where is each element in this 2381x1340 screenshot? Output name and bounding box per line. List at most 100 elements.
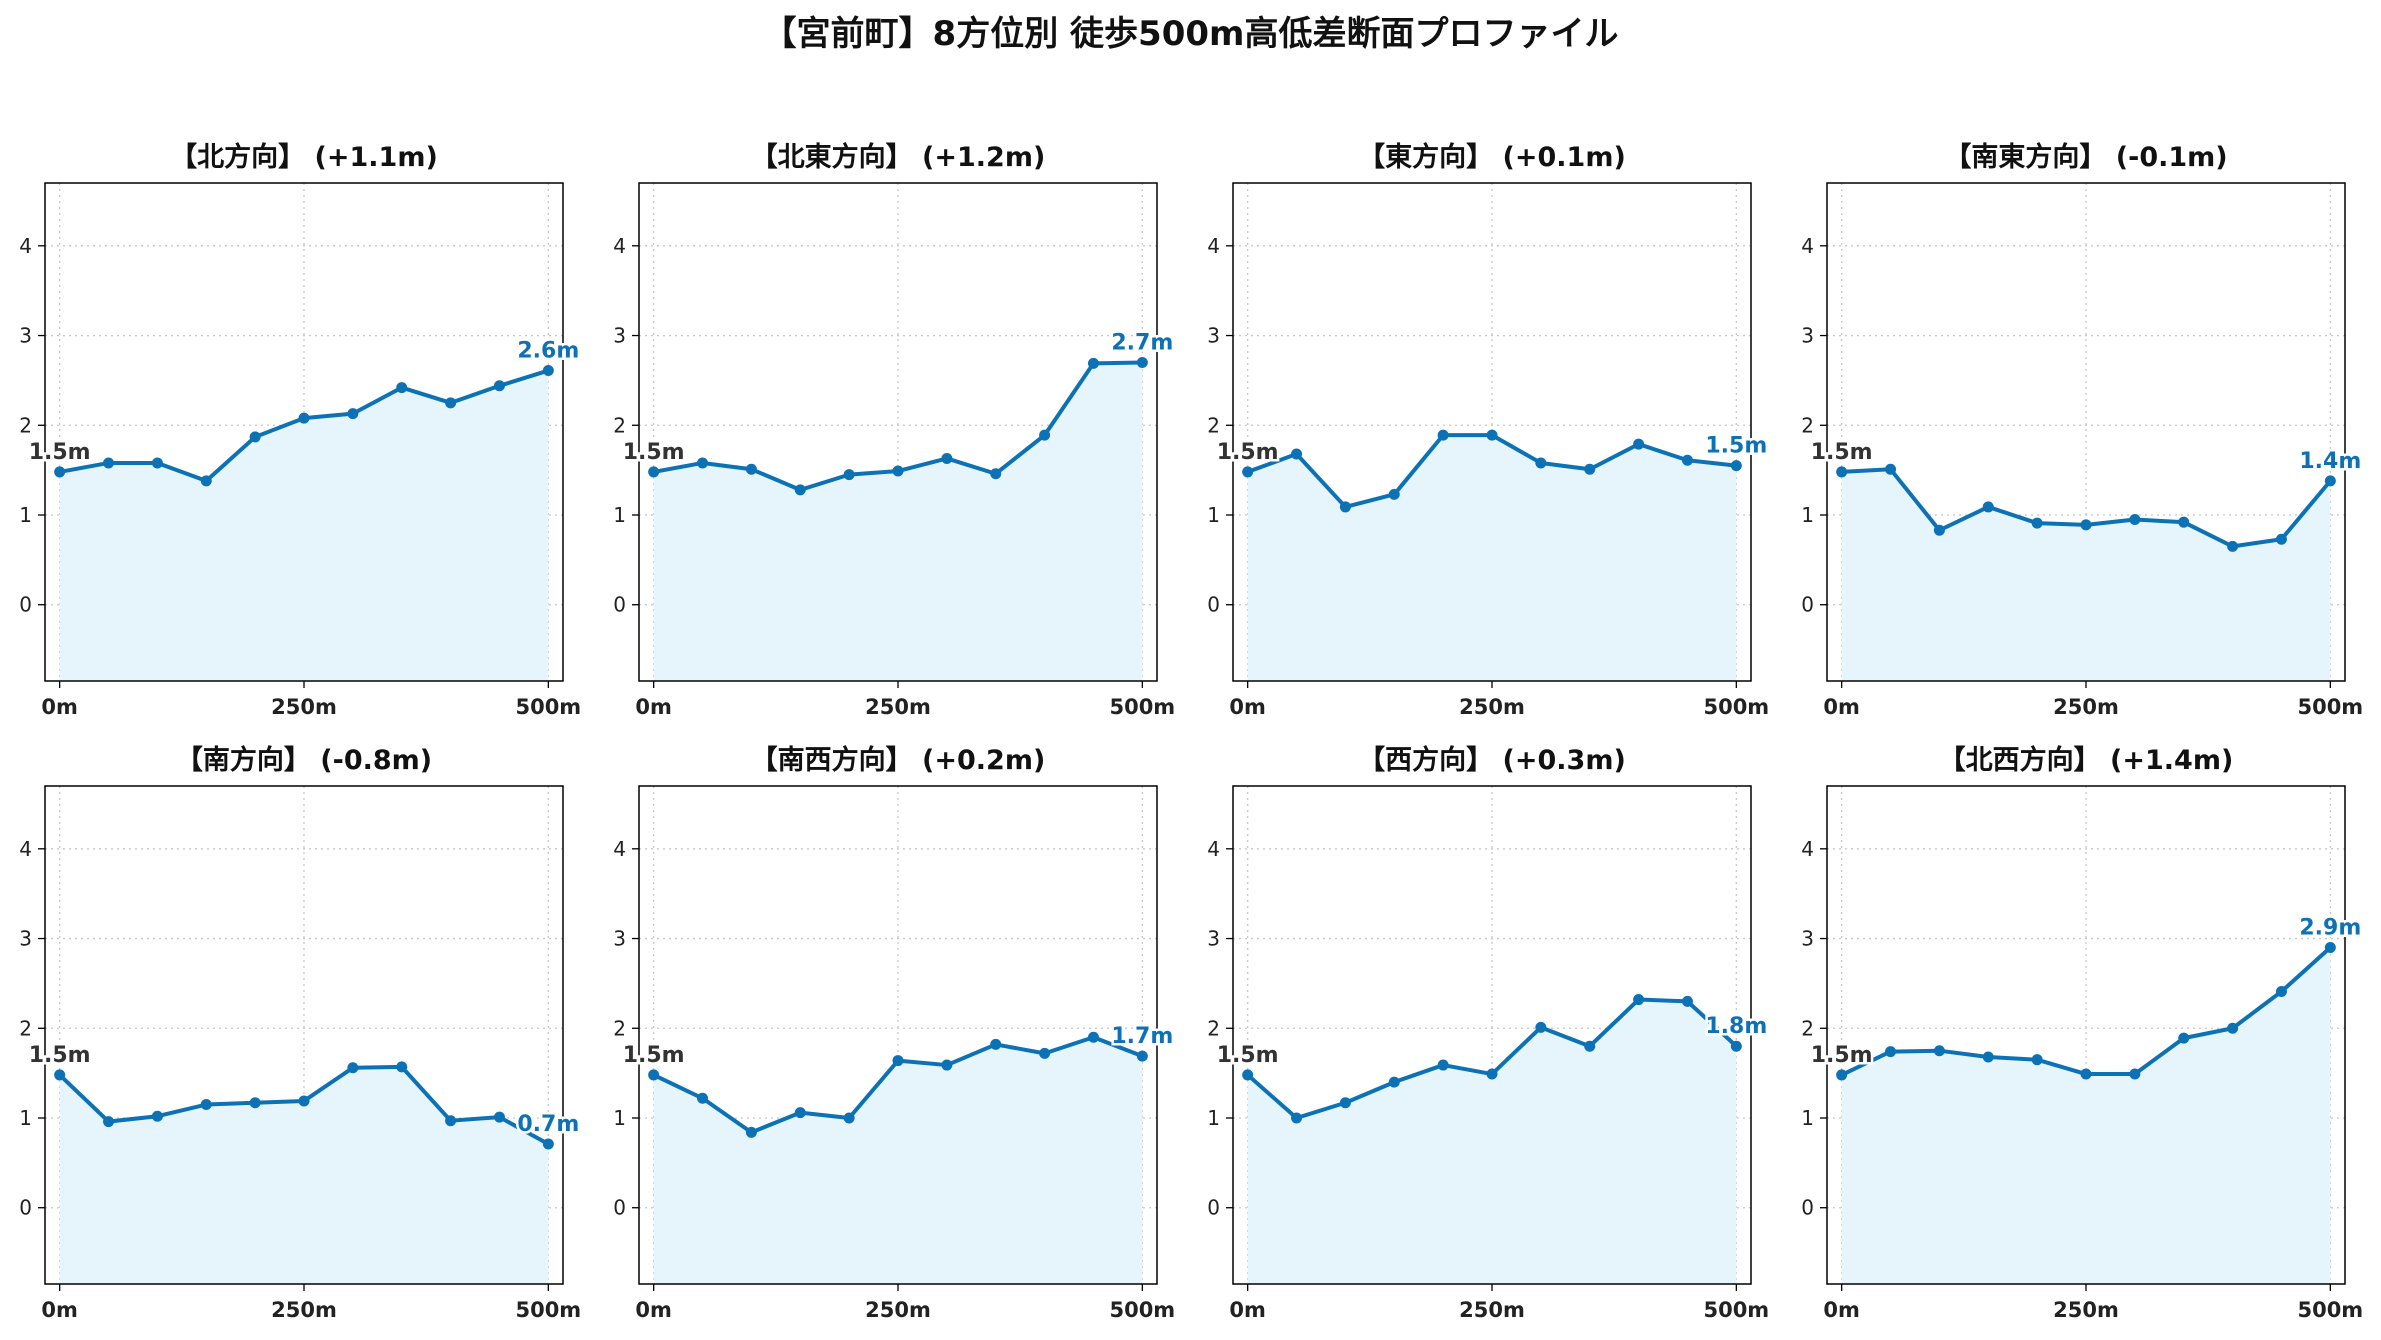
data-point bbox=[1486, 429, 1498, 441]
data-point bbox=[542, 1138, 554, 1150]
subplot-title: 【西方向】 (+0.3m) bbox=[1358, 744, 1626, 776]
x-tick-label: 500m bbox=[2297, 1298, 2363, 1322]
y-tick-label: 4 bbox=[19, 234, 32, 258]
data-point bbox=[1291, 448, 1303, 460]
data-point bbox=[103, 457, 115, 469]
x-tick-label: 500m bbox=[2297, 695, 2363, 719]
data-point bbox=[2129, 1068, 2141, 1080]
subplot-1: 0 1 2 3 4 0m 250m 500m 【北方向】 (+1.1m) 1.5m 2.6m bbox=[19, 141, 582, 719]
data-point bbox=[941, 452, 953, 464]
subplot-8: 0 1 2 3 4 0m 250m 500m 【北西方向】 (+1.4m) 1.5m 2.9m bbox=[1801, 744, 2364, 1322]
subplot-title: 【東方向】 (+0.1m) bbox=[1358, 141, 1626, 173]
data-point bbox=[1388, 1076, 1400, 1088]
y-tick-label: 1 bbox=[613, 1106, 626, 1130]
data-point bbox=[2178, 1032, 2190, 1044]
data-point bbox=[2080, 1068, 2092, 1080]
data-point bbox=[1437, 1059, 1449, 1071]
data-point bbox=[347, 408, 359, 420]
data-point bbox=[892, 1055, 904, 1067]
y-tick-label: 0 bbox=[1801, 593, 1814, 617]
data-point bbox=[103, 1116, 115, 1128]
subplot-title: 【南西方向】 (+0.2m) bbox=[751, 744, 1046, 776]
start-elevation-label: 1.5m bbox=[29, 1043, 91, 1068]
data-point bbox=[1933, 1045, 1945, 1057]
data-point bbox=[1535, 1021, 1547, 1033]
subplot-6: 0 1 2 3 4 0m 250m 500m 【南西方向】 (+0.2m) 1.5m 1.7m bbox=[613, 744, 1176, 1322]
end-elevation-label: 1.8m bbox=[1705, 1014, 1767, 1039]
x-tick-label: 250m bbox=[865, 1298, 931, 1322]
y-tick-label: 4 bbox=[1801, 837, 1814, 861]
y-tick-label: 1 bbox=[19, 503, 32, 527]
data-point bbox=[697, 1092, 709, 1104]
end-elevation-label: 1.7m bbox=[1111, 1024, 1173, 1049]
data-point bbox=[1633, 438, 1645, 450]
data-point bbox=[2080, 519, 2092, 531]
start-elevation-label: 1.5m bbox=[623, 440, 685, 465]
y-tick-label: 1 bbox=[1801, 1106, 1814, 1130]
data-point bbox=[396, 382, 408, 394]
y-tick-label: 0 bbox=[19, 1196, 32, 1220]
data-point bbox=[990, 468, 1002, 480]
data-point bbox=[2227, 1022, 2239, 1034]
data-point bbox=[298, 412, 310, 424]
data-point bbox=[1339, 1097, 1351, 1109]
data-point bbox=[1535, 457, 1547, 469]
data-point bbox=[2275, 533, 2287, 545]
subplot-2: 0 1 2 3 4 0m 250m 500m 【北東方向】 (+1.2m) 1.5m 2.7m bbox=[613, 141, 1176, 719]
end-elevation-label: 0.7m bbox=[517, 1112, 579, 1137]
y-tick-label: 1 bbox=[1207, 503, 1220, 527]
x-tick-label: 500m bbox=[1703, 695, 1769, 719]
start-elevation-label: 1.5m bbox=[623, 1043, 685, 1068]
elevation-area bbox=[1247, 435, 1737, 681]
data-point bbox=[941, 1059, 953, 1071]
data-point bbox=[151, 457, 163, 469]
data-point bbox=[1836, 466, 1848, 478]
y-tick-label: 0 bbox=[613, 593, 626, 617]
elevation-area bbox=[59, 1066, 549, 1284]
x-tick-label: 250m bbox=[1459, 695, 1525, 719]
x-tick-label: 250m bbox=[865, 695, 931, 719]
y-tick-label: 4 bbox=[1207, 234, 1220, 258]
data-point bbox=[2324, 475, 2336, 487]
x-tick-label: 0m bbox=[635, 1298, 672, 1322]
data-point bbox=[1136, 1050, 1148, 1062]
x-tick-label: 0m bbox=[1823, 1298, 1860, 1322]
data-point bbox=[1730, 460, 1742, 472]
elevation-area bbox=[1247, 999, 1737, 1284]
subplot-title: 【北東方向】 (+1.2m) bbox=[751, 141, 1046, 173]
end-elevation-label: 2.6m bbox=[517, 339, 579, 364]
data-point bbox=[843, 1112, 855, 1124]
y-tick-label: 2 bbox=[19, 413, 32, 437]
x-tick-label: 0m bbox=[41, 695, 78, 719]
subplot-title: 【北方向】 (+1.1m) bbox=[170, 141, 438, 173]
end-elevation-label: 2.9m bbox=[2299, 916, 2361, 941]
y-tick-label: 2 bbox=[613, 413, 626, 437]
x-tick-label: 500m bbox=[1703, 1298, 1769, 1322]
data-point bbox=[1633, 994, 1645, 1006]
elevation-area bbox=[653, 362, 1143, 681]
data-point bbox=[1730, 1040, 1742, 1052]
start-elevation-label: 1.5m bbox=[1217, 1043, 1279, 1068]
data-point bbox=[1681, 454, 1693, 466]
y-tick-label: 3 bbox=[613, 324, 626, 348]
y-tick-label: 4 bbox=[613, 837, 626, 861]
elevation-area bbox=[59, 370, 549, 681]
x-tick-label: 0m bbox=[1229, 695, 1266, 719]
data-point bbox=[1437, 429, 1449, 441]
y-tick-label: 1 bbox=[1801, 503, 1814, 527]
y-tick-label: 3 bbox=[1801, 324, 1814, 348]
x-tick-label: 250m bbox=[1459, 1298, 1525, 1322]
data-point bbox=[445, 397, 457, 409]
start-elevation-label: 1.5m bbox=[29, 440, 91, 465]
data-point bbox=[2129, 513, 2141, 525]
x-tick-label: 250m bbox=[2053, 695, 2119, 719]
y-tick-label: 2 bbox=[19, 1016, 32, 1040]
y-tick-label: 4 bbox=[1207, 837, 1220, 861]
data-point bbox=[745, 1126, 757, 1138]
y-tick-label: 0 bbox=[613, 1196, 626, 1220]
y-tick-label: 2 bbox=[1801, 413, 1814, 437]
x-tick-label: 500m bbox=[515, 695, 581, 719]
subplot-title: 【南東方向】 (-0.1m) bbox=[1944, 141, 2227, 173]
y-tick-label: 0 bbox=[1207, 1196, 1220, 1220]
y-tick-label: 2 bbox=[1207, 1016, 1220, 1040]
